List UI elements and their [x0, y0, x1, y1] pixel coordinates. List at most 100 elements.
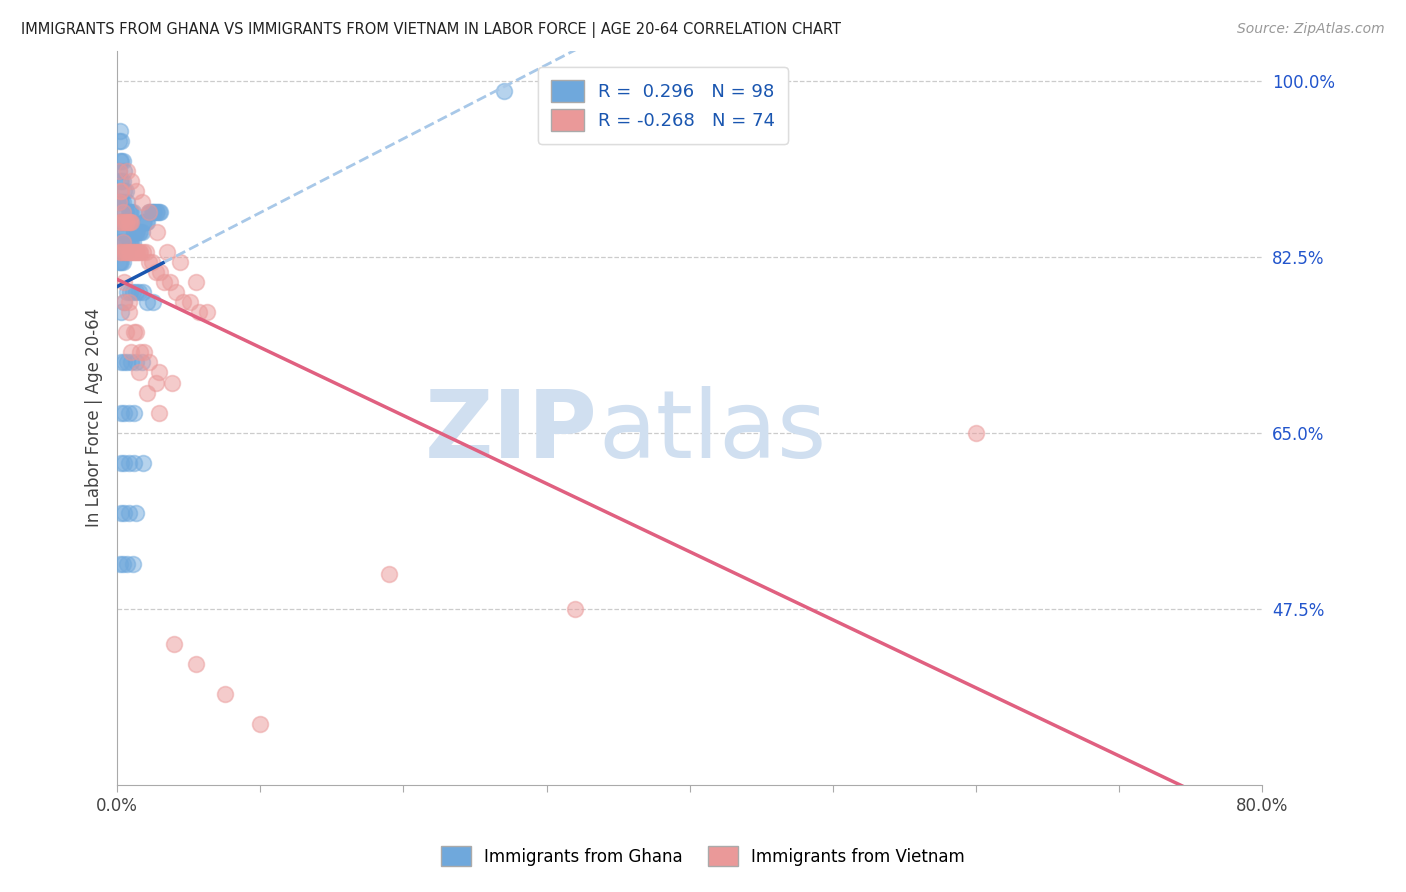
Point	[153, 275, 176, 289]
Point	[142, 204, 165, 219]
Point	[110, 235, 132, 249]
Point	[492, 84, 515, 98]
Point	[111, 235, 134, 249]
Point	[110, 506, 132, 520]
Point	[117, 204, 139, 219]
Point	[135, 244, 157, 259]
Point	[107, 164, 129, 178]
Point	[111, 204, 134, 219]
Point	[115, 214, 138, 228]
Point	[112, 214, 135, 228]
Point	[112, 295, 135, 310]
Point	[107, 194, 129, 209]
Text: ZIP: ZIP	[425, 386, 598, 478]
Point	[138, 355, 160, 369]
Point	[184, 275, 207, 289]
Point	[117, 295, 139, 310]
Point	[172, 295, 194, 310]
Point	[114, 204, 136, 219]
Point	[114, 244, 136, 259]
Point	[127, 225, 149, 239]
Point	[112, 275, 135, 289]
Point	[145, 204, 167, 219]
Point	[115, 557, 138, 571]
Point	[115, 355, 138, 369]
Point	[136, 295, 159, 310]
Point	[111, 154, 134, 169]
Point	[121, 204, 143, 219]
Point	[110, 255, 132, 269]
Point	[120, 244, 142, 259]
Point	[108, 255, 131, 269]
Point	[122, 204, 145, 219]
Point	[108, 244, 131, 259]
Point	[149, 265, 172, 279]
Point	[112, 164, 135, 178]
Point	[159, 275, 181, 289]
Point	[120, 235, 142, 249]
Point	[108, 185, 131, 199]
Point	[122, 557, 145, 571]
Point	[134, 345, 156, 359]
Point	[124, 456, 146, 470]
Point	[138, 255, 160, 269]
Point	[117, 406, 139, 420]
Point	[111, 235, 134, 249]
Point	[112, 295, 135, 310]
Legend: Immigrants from Ghana, Immigrants from Vietnam: Immigrants from Ghana, Immigrants from V…	[433, 838, 973, 875]
Point	[132, 456, 155, 470]
Point	[115, 214, 138, 228]
Point	[117, 456, 139, 470]
Point	[112, 244, 135, 259]
Point	[108, 124, 131, 138]
Point	[121, 345, 143, 359]
Point	[114, 325, 136, 339]
Point	[111, 255, 134, 269]
Point	[128, 225, 150, 239]
Point	[124, 325, 146, 339]
Point	[128, 244, 150, 259]
Point	[110, 154, 132, 169]
Point	[121, 244, 143, 259]
Point	[121, 214, 143, 228]
Point	[135, 214, 157, 228]
Point	[131, 225, 153, 239]
Text: atlas: atlas	[598, 386, 827, 478]
Point	[112, 244, 135, 259]
Point	[108, 194, 131, 209]
Point	[165, 285, 187, 299]
Point	[138, 204, 160, 219]
Point	[108, 154, 131, 169]
Point	[145, 265, 167, 279]
Point	[214, 687, 236, 701]
Legend: R =  0.296   N = 98, R = -0.268   N = 74: R = 0.296 N = 98, R = -0.268 N = 74	[538, 67, 787, 144]
Point	[110, 355, 132, 369]
Point	[125, 244, 148, 259]
Point	[110, 305, 132, 319]
Point	[148, 366, 170, 380]
Point	[112, 225, 135, 239]
Point	[249, 717, 271, 731]
Point	[179, 295, 201, 310]
Point	[108, 214, 131, 228]
Point	[122, 235, 145, 249]
Point	[108, 557, 131, 571]
Point	[139, 204, 162, 219]
Point	[112, 406, 135, 420]
Point	[121, 355, 143, 369]
Point	[117, 305, 139, 319]
Point	[114, 244, 136, 259]
Point	[122, 244, 145, 259]
Point	[110, 134, 132, 148]
Point	[132, 285, 155, 299]
Point	[136, 214, 159, 228]
Point	[111, 174, 134, 188]
Point	[111, 214, 134, 228]
Point	[110, 244, 132, 259]
Point	[129, 244, 152, 259]
Point	[121, 174, 143, 188]
Point	[108, 174, 131, 188]
Point	[115, 235, 138, 249]
Point	[115, 285, 138, 299]
Point	[149, 204, 172, 219]
